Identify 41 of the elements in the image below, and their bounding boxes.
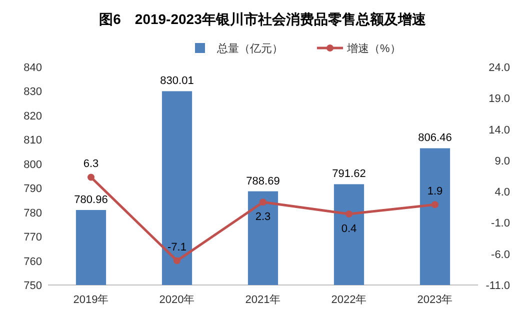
point — [260, 198, 266, 206]
y2-tick-label: -6.0 — [491, 248, 510, 261]
x-tick-label: 2021年 — [245, 294, 281, 306]
y-tick-label: 800 — [24, 158, 42, 171]
y2-tick-label: -1.0 — [491, 218, 510, 230]
x-tick-label: 2020年 — [159, 294, 195, 306]
data-label: 1.9 — [427, 186, 443, 198]
y-tick-label: 780 — [24, 207, 42, 220]
data-label: 6.3 — [83, 158, 99, 170]
point — [346, 210, 352, 218]
legend-label: 总量（亿元） — [216, 42, 283, 55]
y-tick-label: 770 — [24, 232, 42, 244]
y2-tick-label: 24.0 — [488, 62, 510, 74]
point — [432, 201, 438, 208]
data-label: 806.46 — [418, 132, 452, 144]
data-label: 2.3 — [255, 211, 271, 224]
y2-tick-label: 14.0 — [488, 124, 510, 136]
y2-tick-label: 4.0 — [494, 186, 510, 199]
legend-label: 增速（%） — [346, 42, 401, 55]
chart-title: 图6 2019-2023年银川市社会消费品零售总额及增速 — [99, 11, 427, 27]
y-tick-label: 790 — [24, 183, 42, 196]
data-label: -7.1 — [168, 242, 186, 254]
y2-tick-label: 9.0 — [494, 155, 510, 168]
y2-tick-label: 19.0 — [488, 93, 510, 106]
y2-tick-label: -11.0 — [486, 280, 510, 292]
y-tick-label: 810 — [24, 134, 42, 147]
point — [174, 257, 180, 264]
data-label: 780.96 — [74, 194, 108, 206]
y-tick-label: 750 — [24, 280, 42, 292]
data-label: 788.69 — [246, 175, 280, 188]
data-label: 0.4 — [341, 222, 357, 235]
y-tick-label: 830 — [24, 86, 42, 98]
data-label: 830.01 — [160, 75, 194, 88]
point — [88, 174, 94, 181]
y-tick-label: 840 — [24, 62, 42, 74]
y-tick-label: 820 — [24, 110, 42, 122]
x-tick-label: 2019年 — [73, 294, 109, 306]
y-tick-label: 760 — [24, 256, 42, 268]
x-tick-label: 2022年 — [331, 294, 367, 306]
data-label: 791.62 — [332, 168, 366, 180]
x-tick-label: 2023年 — [417, 294, 453, 306]
